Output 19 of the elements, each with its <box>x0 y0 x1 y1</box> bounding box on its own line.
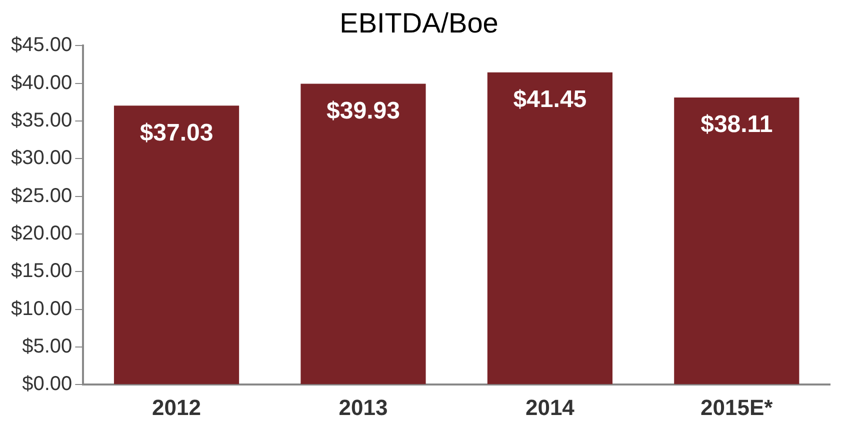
data-label: $39.93 <box>326 97 400 124</box>
y-tick-label: $45.00 <box>11 34 72 56</box>
y-tick-label: $0.00 <box>22 373 72 396</box>
data-label: $41.45 <box>513 86 587 113</box>
chart-title: EBITDA/Boe <box>340 8 498 39</box>
y-tick-label: $30.00 <box>11 147 72 170</box>
y-tick-label: $35.00 <box>11 109 72 132</box>
y-tick-label: $10.00 <box>11 298 72 320</box>
x-tick-label: 2013 <box>338 394 388 420</box>
y-tick-label: $20.00 <box>11 222 72 244</box>
data-label: $37.03 <box>140 119 214 146</box>
x-tick-label: 2015E* <box>700 394 774 420</box>
y-tick-label: $5.00 <box>22 335 72 358</box>
y-tick-label: $40.00 <box>11 72 72 94</box>
y-tick-label: $15.00 <box>11 260 72 282</box>
x-tick-label: 2012 <box>152 394 201 420</box>
data-label: $38.11 <box>700 111 773 138</box>
x-tick-label: 2014 <box>525 394 576 420</box>
y-tick-label: $25.00 <box>11 184 72 207</box>
